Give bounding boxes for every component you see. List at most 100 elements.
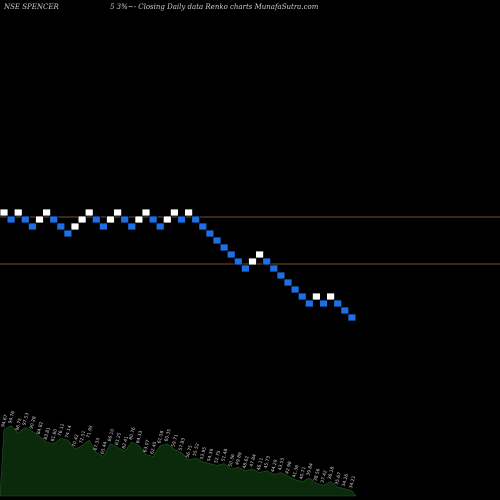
volume-label: 67.33: [92, 437, 101, 451]
renko-brick-down: [212, 236, 222, 245]
renko-brick-down: [219, 243, 229, 252]
volume-label: 97.53: [21, 412, 30, 426]
renko-brick-down: [127, 222, 137, 231]
volume-label: 50.36: [227, 453, 236, 467]
volume-label: 41.36: [291, 464, 300, 478]
volume-label: 54.39: [206, 448, 215, 462]
renko-brick-down: [347, 313, 357, 322]
renko-brick-up: [326, 292, 336, 301]
renko-brick-down: [233, 257, 243, 266]
volume-label: 60.76: [128, 426, 137, 440]
volume-label: 65.44: [100, 441, 109, 455]
renko-brick-down: [290, 285, 300, 294]
renko-brick-down: [6, 215, 16, 224]
renko-brick-down: [63, 229, 73, 238]
renko-brick-up: [70, 222, 80, 231]
renko-brick-down: [91, 215, 101, 224]
volume-label: 52.75: [213, 450, 222, 464]
volume-label: 56.75: [185, 444, 194, 458]
renko-brick-down: [20, 215, 30, 224]
volume-label: 55.52: [192, 443, 201, 457]
volume-label: 62.41: [121, 435, 130, 449]
renko-brick-up: [184, 208, 194, 217]
renko-brick-up: [0, 208, 9, 217]
renko-brick-down: [198, 222, 208, 231]
renko-brick-down: [205, 229, 215, 238]
volume-area: 94.6794.7696.7597.5390.2884.8283.8181.60…: [0, 410, 357, 497]
renko-brick-down: [56, 222, 66, 231]
volume-label: 38.56: [313, 468, 322, 482]
renko-brick-up: [113, 208, 122, 217]
renko-brick-down: [120, 215, 130, 224]
renko-bricks: [0, 208, 357, 322]
volume-label: 43.55: [277, 457, 286, 471]
volume-label: 47.84: [249, 453, 258, 467]
volume-label: 60.35: [163, 428, 172, 442]
renko-brick-down: [155, 222, 165, 231]
volume-label: 46.11: [256, 457, 265, 471]
renko-brick-up: [311, 292, 321, 301]
volume-label: 83.81: [43, 426, 52, 440]
volume-label: 49.89: [234, 452, 243, 466]
renko-brick-up: [106, 215, 115, 224]
volume-label: 62.45: [149, 441, 158, 455]
renko-brick-up: [255, 250, 265, 259]
volume-label: 70.42: [71, 434, 80, 448]
volume-label: 96.75: [14, 417, 23, 431]
volume-label: 39.84: [305, 462, 314, 476]
volume-label: 40.71: [298, 466, 307, 480]
volume-label: 94.76: [7, 410, 16, 424]
volume-label: 61.58: [156, 430, 165, 444]
volume-label: 94.67: [0, 414, 9, 428]
volume-label: 45.73: [263, 455, 272, 469]
renko-brick-down: [148, 215, 158, 224]
renko-brick-down: [27, 222, 37, 231]
volume-label: 59.71: [171, 434, 180, 448]
renko-brick-down: [283, 278, 293, 287]
renko-brick-up: [141, 208, 151, 217]
volume-label: 57.83: [178, 437, 187, 451]
volume-label: 44.29: [270, 459, 279, 473]
volume-label: 34.21: [348, 475, 357, 489]
renko-brick-down: [226, 250, 236, 259]
renko-brick-up: [84, 208, 94, 217]
renko-brick-down: [297, 292, 307, 301]
volume-label: 37.42: [320, 470, 329, 484]
volume-label: 74.14: [64, 425, 73, 439]
volume-label: 76.12: [57, 423, 66, 437]
volume-label: 90.28: [29, 416, 38, 430]
renko-brick-up: [169, 208, 179, 217]
volume-label: 84.82: [36, 421, 45, 435]
volume-label: 34.26: [341, 473, 350, 487]
volume-area-path: [0, 425, 357, 497]
volume-label: 53.95: [199, 446, 208, 460]
volume-label: 66.10: [107, 428, 116, 442]
renko-brick-down: [276, 271, 286, 280]
renko-brick-up: [134, 215, 144, 224]
renko-brick-up: [77, 215, 87, 224]
renko-brick-down: [177, 215, 186, 224]
renko-brick-down: [340, 306, 350, 315]
renko-brick-down: [191, 215, 201, 224]
ticker-label: NSE SPENCER: [4, 3, 59, 11]
renko-brick-up: [13, 208, 23, 217]
volume-label: 63.25: [114, 432, 123, 446]
renko-brick-down: [49, 215, 59, 224]
renko-brick-up: [248, 257, 257, 266]
renko-brick-down: [333, 299, 343, 308]
volume-label: 36.18: [327, 466, 336, 480]
volume-label: 48.62: [242, 455, 251, 469]
renko-brick-up: [162, 215, 172, 224]
renko-brick-down: [304, 299, 314, 308]
chart-info-label: 5 3%~- Closing Daily data Renko charts M…: [110, 3, 319, 11]
renko-brick-up: [42, 208, 51, 217]
volume-label: 72.51: [78, 430, 87, 444]
volume-label: 64.33: [135, 430, 144, 444]
volume-label: 35.67: [334, 471, 343, 485]
volume-label: 71.95: [85, 425, 94, 439]
volume-label: 51.48: [220, 448, 229, 462]
volume-label: 81.60: [50, 428, 59, 442]
renko-brick-up: [35, 215, 44, 224]
renko-brick-down: [262, 257, 272, 266]
